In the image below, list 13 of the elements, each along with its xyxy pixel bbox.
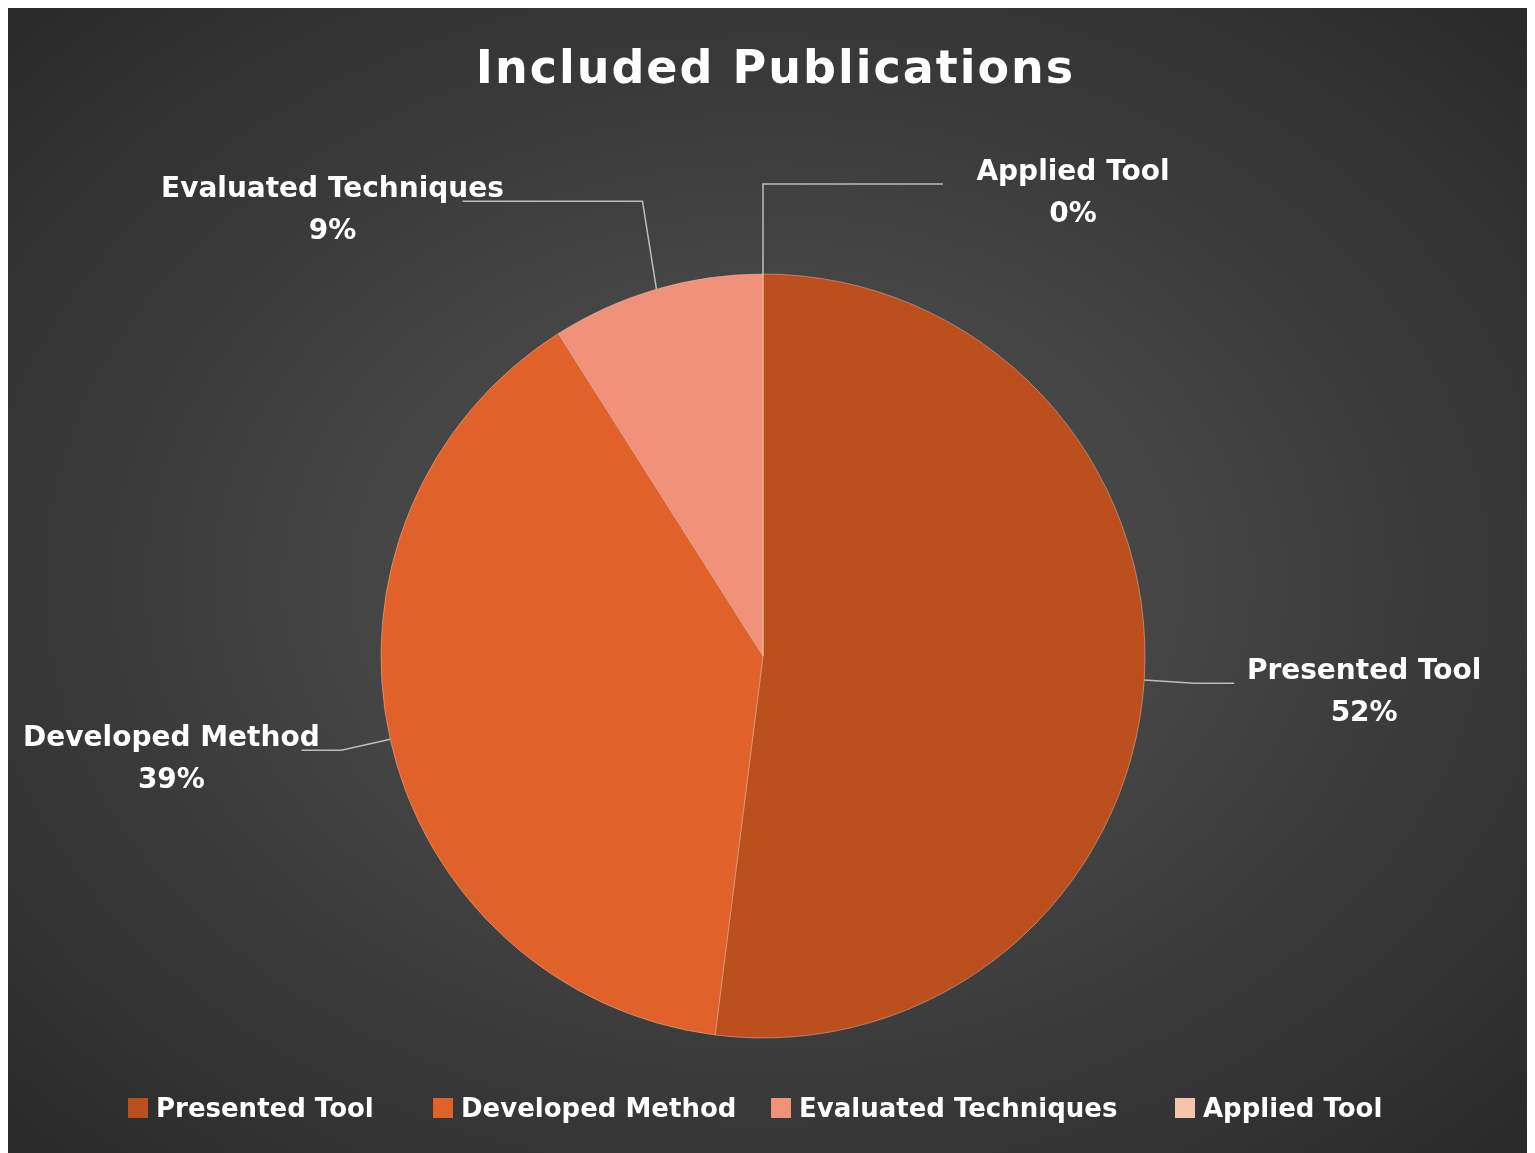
- data-label: 39%: [137, 762, 205, 796]
- slice-label: Presented Tool: [1246, 653, 1482, 687]
- data-label: 9%: [308, 213, 357, 247]
- data-label: 52%: [1330, 695, 1398, 729]
- category-label: Applied Tool: [976, 154, 1170, 187]
- legend-label: Applied Tool: [1203, 1093, 1383, 1123]
- category-label: Presented Tool: [156, 1093, 374, 1123]
- text: 0%: [1049, 196, 1097, 229]
- chart-title: Included Publications: [475, 40, 1076, 94]
- slice-label: Evaluated Techniques: [161, 171, 504, 205]
- legend-label: Developed Method: [461, 1093, 737, 1123]
- slice-label: Developed Method: [23, 720, 320, 754]
- legend-label: Evaluated Techniques: [799, 1093, 1118, 1123]
